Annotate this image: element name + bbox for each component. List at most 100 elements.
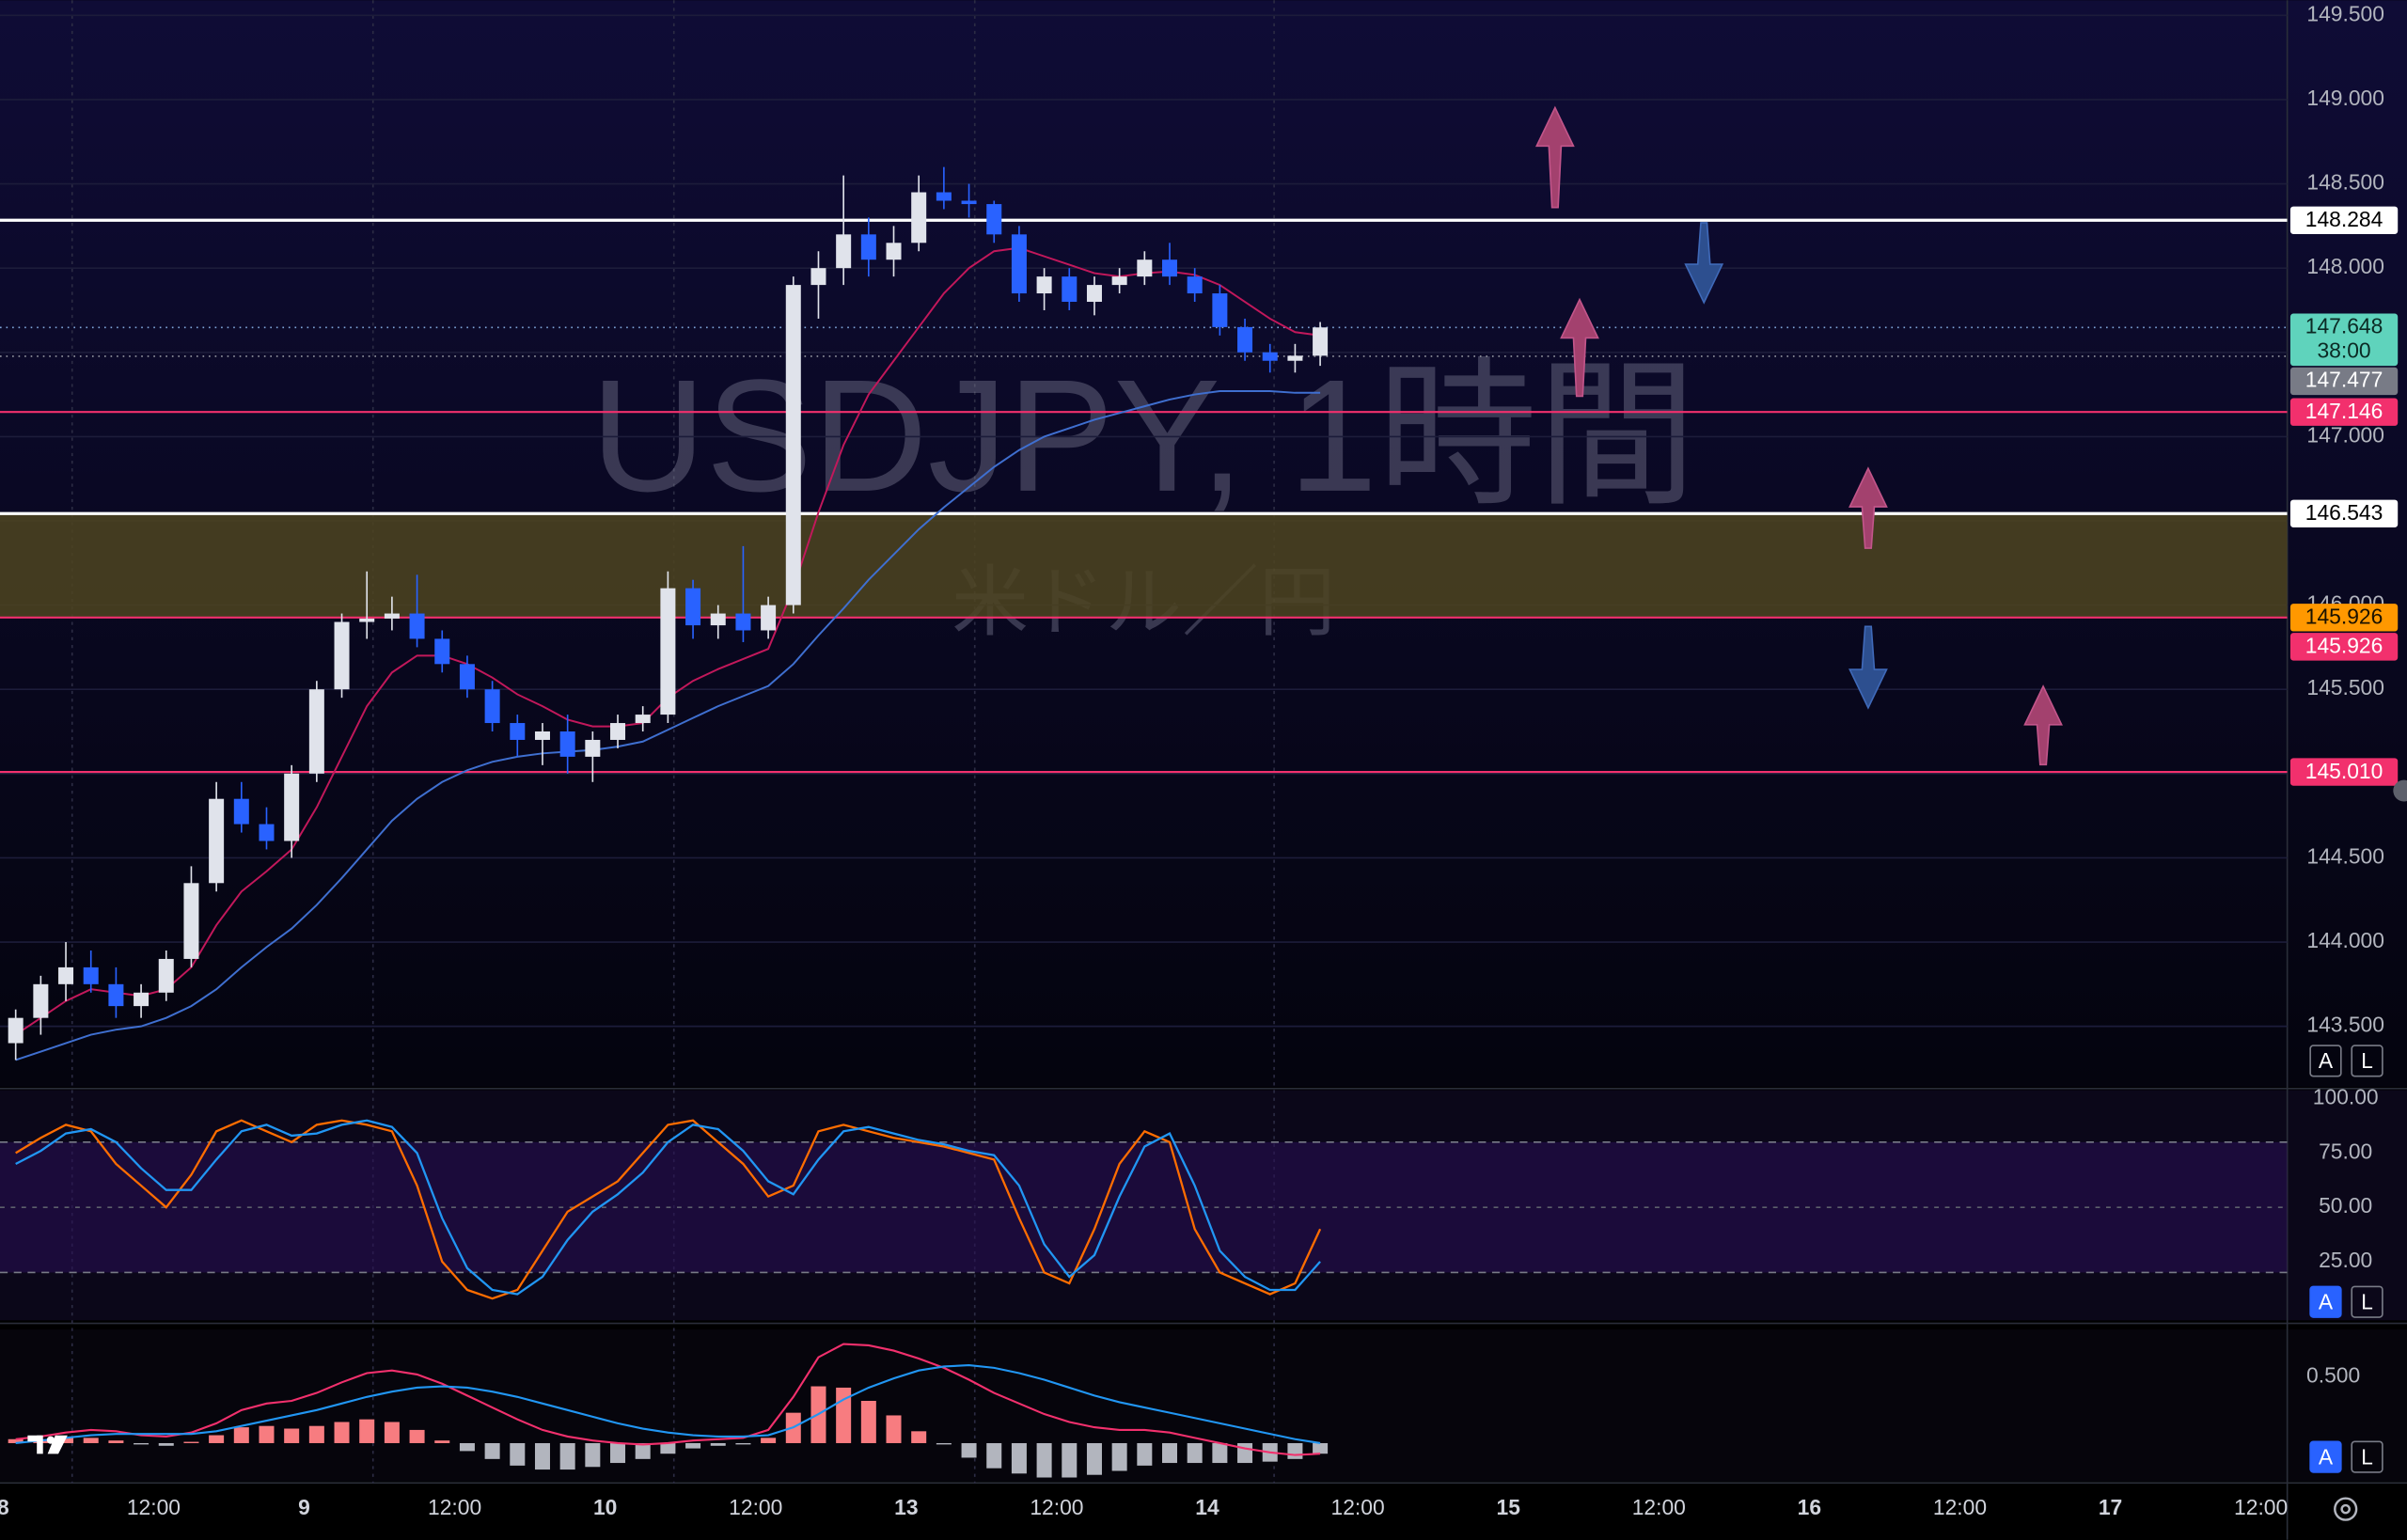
candle-body (58, 966, 74, 984)
candle-body (1062, 276, 1078, 303)
candle-body (911, 192, 927, 244)
arrow-down (1684, 222, 1724, 305)
macd-histogram-bar (284, 1428, 300, 1443)
auto-scale-label: A (2319, 1289, 2334, 1313)
log-scale-label: L (2361, 1444, 2373, 1469)
logo (27, 1435, 68, 1454)
candle-body (1036, 276, 1052, 294)
macd-histogram-bar (534, 1442, 550, 1470)
candle-body (1187, 276, 1203, 294)
macd-histogram-bar (359, 1419, 375, 1443)
stoch-tick-label: 50.00 (2319, 1193, 2372, 1218)
macd-tick-label: 0.500 (2306, 1363, 2360, 1388)
macd-histogram-bar (134, 1442, 149, 1445)
y-tick-label: 149.000 (2306, 86, 2384, 110)
candle-body (685, 588, 701, 626)
candle-body (1137, 259, 1153, 277)
x-tick-label: 14 (1195, 1495, 1219, 1519)
auto-scale-button[interactable] (2309, 1440, 2342, 1473)
macd-histogram-bar (1287, 1442, 1303, 1459)
auto-scale-button[interactable] (2309, 1045, 2342, 1077)
x-tick-label: 16 (1798, 1495, 1821, 1519)
candle-body (860, 234, 876, 260)
macd-histogram-bar (1036, 1442, 1052, 1478)
macd-histogram-bar (158, 1442, 174, 1446)
candle-body (660, 588, 676, 715)
macd-histogram-bar (259, 1425, 275, 1443)
prev-price-label: 147.477 (2305, 367, 2383, 391)
candle-body (961, 200, 977, 205)
macd-histogram-bar (58, 1438, 74, 1443)
candle-body (259, 824, 275, 841)
candle-body (484, 689, 500, 724)
stoch-line (15, 1119, 1321, 1296)
macd-histogram-bar (1313, 1442, 1329, 1454)
y-tick-label: 148.000 (2306, 254, 2384, 278)
candle-body (610, 723, 626, 740)
candles (8, 166, 1329, 1061)
candle-body (1162, 259, 1178, 277)
macd-panel-bg (0, 1329, 2407, 1482)
countdown-label: 38:00 (2317, 338, 2370, 362)
macd-histogram-bar (735, 1442, 751, 1445)
settings-icon[interactable] (2334, 1497, 2358, 1521)
macd-histogram-bar (610, 1442, 626, 1464)
last-price-label: 147.648 (2305, 313, 2383, 338)
arrow-up (1560, 297, 1599, 398)
macd-histogram-bar (936, 1442, 952, 1445)
stoch-tick-label: 100.00 (2313, 1085, 2379, 1109)
x-tick-label: 12:00 (2234, 1495, 2288, 1519)
candle-body (710, 613, 726, 626)
macd-histogram-bar (1212, 1442, 1228, 1464)
candle-body (785, 285, 801, 605)
level-label-bg (2289, 398, 2399, 426)
x-tick-label: 12:00 (428, 1495, 481, 1519)
last-price-bg (2289, 313, 2399, 367)
scroll-handle[interactable] (2393, 779, 2407, 802)
log-scale-button[interactable] (2351, 1045, 2383, 1077)
log-scale-label: L (2361, 1289, 2373, 1313)
macd-histogram-bar (308, 1425, 324, 1443)
candle-body (308, 689, 324, 774)
candle-body (158, 958, 174, 993)
log-scale-button[interactable] (2351, 1285, 2383, 1318)
macd-histogram-bar (384, 1422, 400, 1443)
macd-histogram-bar (434, 1440, 450, 1443)
candle-body (1212, 293, 1228, 327)
macd-histogram-bar (886, 1415, 902, 1443)
macd-histogram-bar (986, 1442, 1002, 1469)
time-axis-bg (0, 1483, 2407, 1540)
auto-scale-button[interactable] (2309, 1285, 2342, 1318)
candle-body (459, 664, 475, 690)
candle-body (810, 268, 826, 286)
x-tick-label: 12:00 (729, 1495, 782, 1519)
log-scale-button[interactable] (2351, 1440, 2383, 1473)
x-tick-label: 12:00 (1331, 1495, 1385, 1519)
candle-body (735, 613, 751, 631)
macd-histogram-bar (108, 1440, 124, 1443)
macd-histogram-bar (660, 1442, 676, 1454)
zone (0, 513, 2288, 618)
candle-body (1262, 352, 1278, 361)
candle-body (209, 798, 225, 884)
x-tick-label: 12:00 (1030, 1495, 1083, 1519)
level-label: 145.010 (2305, 759, 2383, 783)
macd-histogram-bar (685, 1442, 701, 1449)
stoch-tick-label: 75.00 (2319, 1139, 2372, 1163)
level-label: 148.284 (2305, 207, 2383, 231)
candle-body (836, 234, 852, 269)
y-tick-label: 145.500 (2306, 675, 2384, 699)
level-label-bg (2289, 758, 2399, 786)
macd-histogram-bar (510, 1442, 526, 1466)
macd-histogram-bar (334, 1422, 350, 1443)
zone-label-bg (2289, 604, 2399, 632)
macd-histogram-bar (209, 1435, 225, 1443)
level-label-bg (2289, 206, 2399, 234)
candle-body (1237, 326, 1253, 353)
macd-histogram-bar (1137, 1442, 1153, 1466)
zone-label: 145.926 (2305, 605, 2383, 629)
macd-histogram-bar (1111, 1442, 1127, 1471)
